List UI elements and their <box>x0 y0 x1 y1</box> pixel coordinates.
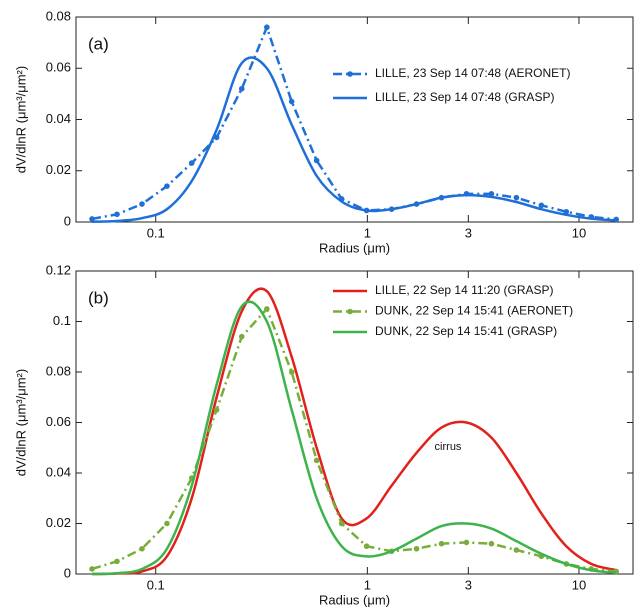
data-point <box>488 191 495 197</box>
y-tick-label: 0.12 <box>46 262 71 277</box>
data-point <box>488 540 495 547</box>
data-point <box>238 333 245 340</box>
legend-label: LILLE, 22 Sep 14 11:20 (GRASP) <box>375 283 554 297</box>
data-point <box>139 201 145 207</box>
x-tick-label: 3 <box>465 225 472 240</box>
legend-label: DUNK, 22 Sep 14 15:41 (GRASP) <box>375 324 557 338</box>
x-tick-label: 1 <box>364 577 371 592</box>
y-tick-label: 0.02 <box>46 515 71 530</box>
legend-label: LILLE, 23 Sep 14 07:48 (GRASP) <box>375 90 554 104</box>
x-axis-label: Radius (μm) <box>319 240 390 255</box>
y-tick-label: 0.06 <box>46 60 71 75</box>
x-tick-label: 3 <box>465 577 472 592</box>
data-point <box>288 369 295 375</box>
data-point <box>288 98 295 105</box>
data-line <box>91 300 617 576</box>
data-point <box>463 539 470 546</box>
data-line <box>91 56 617 223</box>
data-point <box>114 211 120 218</box>
data-point <box>338 520 345 527</box>
data-line <box>91 306 617 573</box>
x-tick-label: 10 <box>572 577 586 592</box>
data-point <box>513 547 520 553</box>
data-point <box>438 540 445 547</box>
y-axis-label: dV/dlnR (μm³/μm²) <box>13 369 28 476</box>
x-tick-label: 0.1 <box>147 225 165 240</box>
y-tick-label: 0.08 <box>46 8 71 23</box>
data-point <box>114 558 120 565</box>
data-point <box>313 157 320 164</box>
plot-frame <box>75 16 634 223</box>
data-point <box>538 202 545 209</box>
y-tick-label: 0.08 <box>46 363 71 378</box>
data-line <box>91 23 617 221</box>
y-tick-label: 0.02 <box>46 162 71 177</box>
data-point <box>164 520 170 527</box>
legend-marker <box>347 308 353 315</box>
data-point <box>238 85 245 92</box>
data-point <box>513 194 520 201</box>
data-point <box>363 543 370 550</box>
data-point <box>313 457 320 464</box>
data-point <box>89 216 95 222</box>
data-line <box>91 287 617 576</box>
y-tick-label: 0 <box>64 213 71 228</box>
panel-label: (b) <box>88 288 109 307</box>
data-point <box>264 306 270 312</box>
data-point <box>563 208 570 215</box>
data-point <box>188 160 195 166</box>
y-axis-label: dV/dlnR (μm³/μm²) <box>13 66 28 173</box>
y-tick-label: 0.04 <box>46 464 71 479</box>
annotation: cirrus <box>435 441 462 453</box>
legend-label: LILLE, 23 Sep 14 07:48 (AERONET) <box>375 66 570 80</box>
data-point <box>213 407 220 413</box>
y-tick-label: 0.04 <box>46 111 71 126</box>
legend-label: DUNK, 22 Sep 14 15:41 (AERONET) <box>375 304 573 318</box>
x-tick-label: 1 <box>364 225 371 240</box>
legend-marker <box>347 71 353 77</box>
y-tick-label: 0 <box>64 565 71 580</box>
x-tick-label: 0.1 <box>147 577 165 592</box>
y-tick-label: 0.06 <box>46 414 71 429</box>
x-tick-label: 10 <box>572 225 586 240</box>
data-point <box>264 24 270 31</box>
panel-label: (a) <box>88 34 109 53</box>
data-point <box>413 545 420 552</box>
y-tick-label: 0.1 <box>53 313 71 328</box>
data-point <box>139 545 145 552</box>
x-axis-label: Radius (μm) <box>319 592 390 607</box>
data-point <box>89 566 95 572</box>
data-point <box>164 183 170 189</box>
